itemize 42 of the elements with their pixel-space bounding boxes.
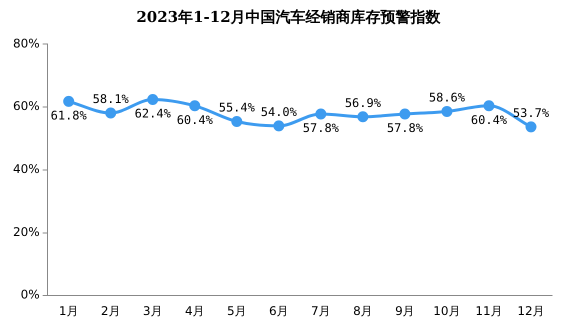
point (399, 108, 410, 120)
point (147, 94, 158, 106)
y-tick-label: 20% (13, 224, 40, 239)
data-label: 57.8% (302, 121, 340, 136)
data-label: 55.4% (218, 100, 256, 115)
data-label: 58.6% (428, 90, 466, 105)
y-tick-label: 0% (20, 288, 40, 302)
x-tick-label: 9月 (395, 304, 415, 318)
data-label: 60.4% (176, 112, 214, 127)
point (525, 121, 536, 132)
point (483, 100, 494, 112)
x-tick-label: 8月 (353, 304, 373, 318)
y-tick-label: 80% (13, 36, 40, 50)
y-tick-label: 60% (13, 99, 40, 114)
x-tick-label: 10月 (433, 304, 461, 318)
point (189, 100, 200, 112)
point (315, 108, 326, 120)
x-tick-label: 1月 (58, 304, 79, 318)
data-label: 56.9% (344, 96, 382, 110)
chart-title: 2023年1-12月中国汽车经销商库存预警指数 (135, 7, 442, 28)
data-label: 58.1% (92, 92, 130, 106)
x-tick-label: 11月 (475, 304, 503, 318)
data-label: 62.4% (134, 106, 172, 121)
x-tick-label: 3月 (142, 304, 163, 318)
point (357, 111, 368, 122)
point (105, 108, 116, 119)
point (63, 96, 74, 107)
point (273, 120, 284, 132)
x-tick-label: 12月 (517, 304, 545, 318)
x-tick-label: 2月 (100, 304, 121, 318)
data-label: 57.8% (386, 121, 424, 136)
point (231, 116, 242, 128)
data-label: 60.4% (470, 112, 508, 127)
data-label: 53.7% (512, 106, 550, 120)
point (441, 106, 452, 117)
data-label: 61.8% (50, 108, 88, 123)
x-tick-label: 6月 (269, 304, 289, 318)
x-tick-label: 5月 (226, 304, 247, 318)
data-label: 54.0% (260, 105, 298, 120)
x-tick-label: 4月 (184, 304, 205, 318)
y-tick-label: 40% (13, 162, 40, 176)
x-tick-label: 7月 (311, 304, 331, 318)
